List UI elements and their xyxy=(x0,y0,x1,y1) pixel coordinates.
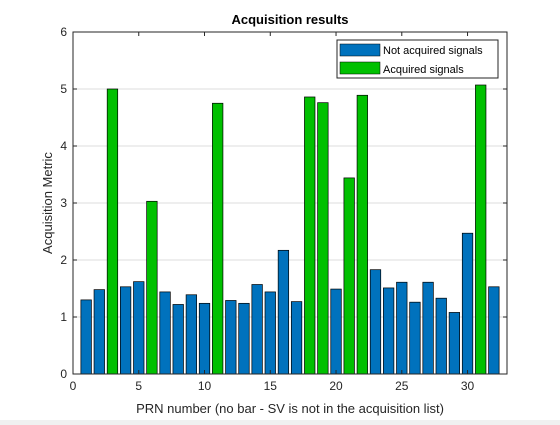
legend: Not acquired signals Acquired signals xyxy=(336,39,499,79)
bar-not-acquired xyxy=(80,299,92,375)
bar-not-acquired xyxy=(264,291,276,375)
bar-acquired xyxy=(304,96,316,375)
bar-not-acquired xyxy=(383,287,395,375)
y-tick-label: 0 xyxy=(60,367,67,381)
bar-not-acquired xyxy=(369,269,382,375)
bar-acquired xyxy=(356,94,368,375)
legend-label-not-acquired: Not acquired signals xyxy=(383,45,483,57)
bar-not-acquired xyxy=(225,300,237,375)
bar-acquired xyxy=(475,84,487,375)
bar-not-acquired xyxy=(448,312,461,375)
ticks-group: 0 1 2 3 4 5 6 0 5 10 15 20 25 30 xyxy=(60,25,507,393)
x-tick-label: 10 xyxy=(198,379,212,393)
x-tick-label: 5 xyxy=(135,379,142,393)
bar-not-acquired xyxy=(396,281,408,375)
chart-title: Acquisition results xyxy=(231,12,348,27)
y-axis-label: Acquisition Metric xyxy=(40,152,55,254)
y-tick-label: 3 xyxy=(60,196,67,210)
y-tick-label: 6 xyxy=(60,25,67,39)
bar-acquired xyxy=(343,177,355,375)
bar-not-acquired xyxy=(277,249,290,375)
x-tick-label: 15 xyxy=(264,379,278,393)
y-tick-label: 5 xyxy=(60,82,67,96)
bar-acquired xyxy=(146,200,158,375)
bar-not-acquired xyxy=(409,301,421,375)
bar-not-acquired xyxy=(159,291,171,375)
bar-not-acquired xyxy=(198,302,211,375)
x-axis-label: PRN number (no bar - SV is not in the ac… xyxy=(136,401,444,416)
y-tick-label: 1 xyxy=(60,310,67,324)
bar-not-acquired xyxy=(488,286,500,375)
x-tick-label: 0 xyxy=(70,379,77,393)
x-tick-label: 20 xyxy=(329,379,343,393)
legend-swatch-not-acquired xyxy=(339,43,381,57)
bar-acquired xyxy=(212,102,224,375)
bar-acquired xyxy=(317,102,329,375)
bar-not-acquired xyxy=(93,289,105,375)
bar-not-acquired xyxy=(172,304,184,375)
bar-not-acquired xyxy=(290,301,303,375)
bar-not-acquired xyxy=(185,294,197,375)
bar-not-acquired xyxy=(422,281,434,375)
bar-not-acquired xyxy=(461,232,474,375)
legend-label-acquired: Acquired signals xyxy=(383,64,464,76)
bar-not-acquired xyxy=(133,281,145,375)
x-tick-label: 30 xyxy=(461,379,475,393)
bar-acquired xyxy=(106,88,119,375)
bar-not-acquired xyxy=(251,284,263,375)
bar-not-acquired xyxy=(330,288,342,375)
x-tick-label: 25 xyxy=(395,379,409,393)
legend-swatch-acquired xyxy=(339,61,381,75)
bar-not-acquired xyxy=(119,286,132,375)
y-tick-label: 4 xyxy=(60,139,67,153)
bar-not-acquired xyxy=(238,302,250,375)
bar-not-acquired xyxy=(435,297,447,375)
y-tick-label: 2 xyxy=(60,253,67,267)
grid-lines xyxy=(73,88,507,318)
